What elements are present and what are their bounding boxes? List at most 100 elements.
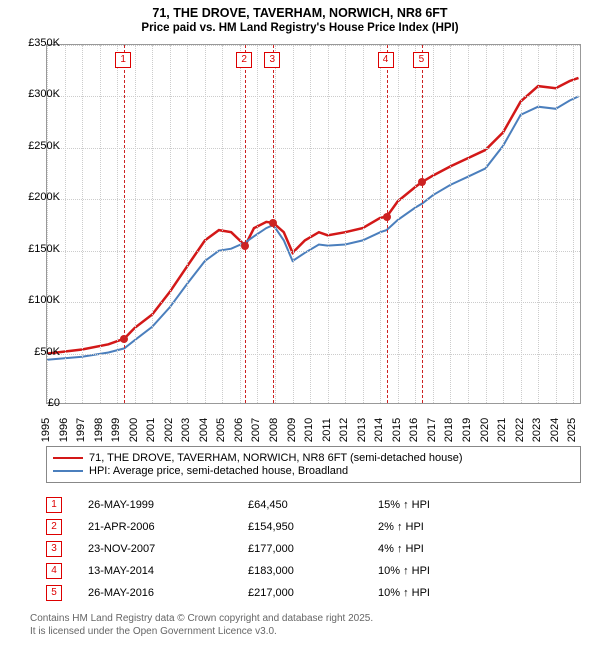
marker-line-2 (245, 45, 246, 403)
x-axis-label: 2008 (268, 418, 280, 442)
marker-line-1 (124, 45, 125, 403)
table-price: £177,000 (248, 543, 378, 555)
gridline-v (556, 45, 557, 403)
table-pct: 15% ↑ HPI (378, 499, 468, 511)
gridline-h (47, 199, 580, 200)
table-pct: 10% ↑ HPI (378, 587, 468, 599)
marker-box-2: 2 (236, 52, 252, 68)
gridline-v (170, 45, 171, 403)
x-axis-label: 1995 (40, 418, 52, 442)
gridline-h (47, 251, 580, 252)
x-axis-label: 2016 (409, 418, 421, 442)
gridline-h (47, 148, 580, 149)
y-axis-label: £150K (12, 243, 60, 255)
chart-plot-area (46, 44, 581, 404)
gridline-v (380, 45, 381, 403)
gridline-v (415, 45, 416, 403)
gridline-v (345, 45, 346, 403)
table-price: £154,950 (248, 521, 378, 533)
gridline-v (82, 45, 83, 403)
table-price: £183,000 (248, 565, 378, 577)
y-axis-label: £350K (12, 37, 60, 49)
gridline-v (486, 45, 487, 403)
table-marker: 3 (46, 541, 62, 557)
x-axis-label: 2010 (303, 418, 315, 442)
x-axis-label: 2001 (145, 418, 157, 442)
gridline-v (187, 45, 188, 403)
x-axis-label: 1999 (110, 418, 122, 442)
chart-lines-svg (47, 45, 582, 405)
table-marker: 4 (46, 563, 62, 579)
gridline-v (521, 45, 522, 403)
x-axis-label: 2003 (181, 418, 193, 442)
gridline-v (363, 45, 364, 403)
x-axis-label: 2023 (531, 418, 543, 442)
gridline-v (573, 45, 574, 403)
gridline-v (135, 45, 136, 403)
x-axis-label: 2025 (566, 418, 578, 442)
table-pct: 2% ↑ HPI (378, 521, 468, 533)
gridline-h (47, 354, 580, 355)
table-date: 26-MAY-2016 (88, 587, 248, 599)
gridline-v (222, 45, 223, 403)
gridline-v (468, 45, 469, 403)
x-axis-label: 2019 (461, 418, 473, 442)
chart-subtitle: Price paid vs. HM Land Registry's House … (0, 20, 600, 34)
gridline-v (450, 45, 451, 403)
x-axis-label: 2007 (251, 418, 263, 442)
series-line-price_paid (47, 78, 579, 354)
table-row: 3 23-NOV-2007£177,0004% ↑ HPI (46, 538, 581, 560)
x-axis-label: 2006 (233, 418, 245, 442)
x-axis-label: 2004 (198, 418, 210, 442)
table-date: 23-NOV-2007 (88, 543, 248, 555)
gridline-v (100, 45, 101, 403)
table-marker: 5 (46, 585, 62, 601)
gridline-v (65, 45, 66, 403)
table-date: 13-MAY-2014 (88, 565, 248, 577)
gridline-v (538, 45, 539, 403)
x-axis-label: 2015 (391, 418, 403, 442)
table-row: 5 26-MAY-2016£217,00010% ↑ HPI (46, 582, 581, 604)
footer-line-1: Contains HM Land Registry data © Crown c… (30, 612, 570, 625)
gridline-h (47, 302, 580, 303)
x-axis-label: 2013 (356, 418, 368, 442)
chart-title: 71, THE DROVE, TAVERHAM, NORWICH, NR8 6F… (0, 0, 600, 20)
gridline-v (310, 45, 311, 403)
x-axis-label: 2024 (549, 418, 561, 442)
marker-line-4 (387, 45, 388, 403)
x-axis-label: 2011 (320, 418, 332, 442)
x-axis-label: 2000 (128, 418, 140, 442)
table-date: 26-MAY-1999 (88, 499, 248, 511)
x-axis-label: 2002 (163, 418, 175, 442)
legend-box: 71, THE DROVE, TAVERHAM, NORWICH, NR8 6F… (46, 446, 581, 483)
legend-swatch-red (53, 457, 83, 459)
x-axis-label: 2021 (496, 418, 508, 442)
gridline-v (152, 45, 153, 403)
table-marker: 2 (46, 519, 62, 535)
y-axis-label: £100K (12, 294, 60, 306)
legend-row-hpi: HPI: Average price, semi-detached house,… (53, 465, 574, 477)
y-axis-label: £300K (12, 88, 60, 100)
gridline-v (328, 45, 329, 403)
table-pct: 4% ↑ HPI (378, 543, 468, 555)
y-axis-label: £50K (12, 346, 60, 358)
x-axis-label: 2020 (479, 418, 491, 442)
marker-box-1: 1 (115, 52, 131, 68)
legend-swatch-blue (53, 470, 83, 472)
gridline-v (293, 45, 294, 403)
x-axis-label: 2014 (374, 418, 386, 442)
footer-attribution: Contains HM Land Registry data © Crown c… (30, 612, 570, 638)
y-axis-label: £0 (12, 397, 60, 409)
table-date: 21-APR-2006 (88, 521, 248, 533)
table-price: £217,000 (248, 587, 378, 599)
sales-table: 126-MAY-1999£64,45015% ↑ HPI221-APR-2006… (46, 494, 581, 604)
marker-dot-2 (241, 242, 249, 250)
marker-line-5 (422, 45, 423, 403)
marker-box-5: 5 (413, 52, 429, 68)
gridline-v (205, 45, 206, 403)
gridline-v (398, 45, 399, 403)
marker-dot-1 (120, 335, 128, 343)
gridline-h (47, 45, 580, 46)
gridline-v (433, 45, 434, 403)
footer-line-2: It is licensed under the Open Government… (30, 625, 570, 638)
